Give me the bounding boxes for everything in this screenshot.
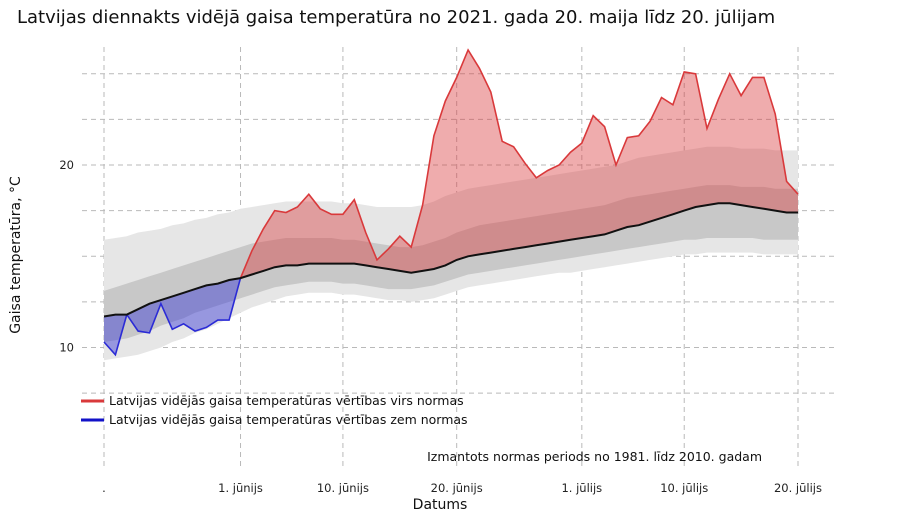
below-normal-area (126, 278, 241, 333)
below-normal-area (104, 314, 127, 355)
legend-label-below: Latvijas vidējās gaisa temperatūras vērt… (109, 412, 468, 427)
y-tick-label: 20 (59, 158, 74, 172)
normal-line (103, 202, 798, 318)
above-normal-area-line (239, 48, 799, 279)
x-tick-label: 20. jūnijs (431, 481, 483, 495)
below-normal-area-line (126, 277, 242, 334)
x-tick-label: 20. jūlijs (774, 481, 822, 495)
x-tick-labels: . 1. jūnijs 10. jūnijs 20. jūnijs 1. jūlijs 1… (102, 481, 822, 495)
y-axis-label: Gaisa temperatūra, °C (8, 176, 24, 334)
x-tick-label: . (102, 481, 106, 495)
x-tick-label: 10. jūnijs (317, 481, 369, 495)
x-tick-label: 1. jūnijs (218, 481, 263, 495)
y-tick-label: 10 (59, 341, 74, 355)
normal-period-note: Izmantots normas periods no 1981. līdz 2… (427, 449, 762, 464)
legend: Latvijas vidējās gaisa temperatūras vērt… (81, 393, 468, 427)
y-tick-labels: 10 20 (59, 158, 74, 355)
legend-label-above: Latvijas vidējās gaisa temperatūras vērt… (109, 393, 464, 408)
anomaly-areas (103, 48, 799, 357)
x-axis-label: Datums (413, 497, 468, 513)
above-normal-area (240, 50, 798, 279)
x-tick-label: 1. jūlijs (561, 481, 602, 495)
x-tick-label: 10. jūlijs (660, 481, 708, 495)
below-normal-area-line (103, 314, 128, 357)
chart-title: Latvijas diennakts vidējā gaisa temperat… (17, 7, 775, 28)
series-lines (103, 202, 798, 318)
